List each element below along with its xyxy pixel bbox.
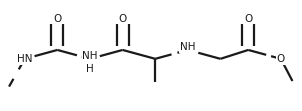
Text: NH: NH [180,42,196,52]
Text: O: O [277,54,285,64]
Text: H: H [86,64,94,74]
Text: HN: HN [17,54,33,64]
Text: NH: NH [82,51,98,61]
Text: O: O [244,14,252,24]
Text: O: O [118,14,127,24]
Text: O: O [53,14,62,24]
